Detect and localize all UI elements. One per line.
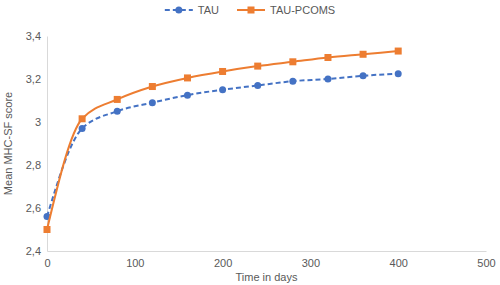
y-tick-label: 3,4 (26, 30, 41, 42)
legend-label: TAU (198, 4, 219, 16)
chart: 0 100 200 300 400 500 2,4 2,6 2,8 3 3,2 3,4 Time in … (0, 0, 500, 285)
legend-marker (248, 7, 255, 14)
series-marker (149, 99, 156, 106)
plot-area (44, 48, 402, 233)
series-marker (395, 70, 402, 77)
series-marker (254, 63, 261, 70)
legend-item: TAU (165, 4, 219, 16)
x-tick: 500 (477, 251, 495, 269)
x-tick: 300 (302, 251, 320, 269)
x-tick-label: 100 (126, 257, 144, 269)
series-line (47, 74, 398, 217)
series-marker (114, 96, 121, 103)
series-marker (254, 82, 261, 89)
y-tick: 3 (35, 116, 47, 128)
y-tick: 2,4 (26, 245, 47, 257)
series-marker (184, 74, 191, 81)
y-tick-label: 2,4 (26, 245, 41, 257)
y-tick: 3,2 (26, 73, 47, 85)
y-tick: 2,8 (26, 159, 47, 171)
y-tick: 2,6 (26, 202, 47, 214)
series-marker (219, 86, 226, 93)
y-tick: 3,4 (26, 30, 47, 42)
series-marker (114, 108, 121, 115)
y-tick-label: 3 (35, 116, 41, 128)
x-axis-line (48, 251, 487, 252)
series-marker (289, 78, 296, 85)
series-marker (324, 76, 331, 83)
y-tick-label: 3,2 (26, 73, 41, 85)
series-marker (219, 68, 226, 75)
x-tick-label: 300 (302, 257, 320, 269)
legend-item: TAU-PCOMS (237, 4, 335, 16)
series-marker (184, 92, 191, 99)
series-marker (149, 83, 156, 90)
x-tick-label: 400 (390, 257, 408, 269)
legend-label: TAU-PCOMS (270, 4, 335, 16)
series-marker (79, 115, 86, 122)
series-line (47, 51, 398, 229)
x-tick: 200 (214, 251, 232, 269)
x-tick-label: 500 (477, 257, 495, 269)
series-marker (79, 125, 86, 132)
legend: TAU TAU-PCOMS (165, 4, 335, 16)
series-marker (324, 54, 331, 61)
x-tick: 100 (126, 251, 144, 269)
legend-marker (175, 7, 182, 14)
x-tick-label: 0 (44, 257, 50, 269)
x-axis: 0 100 200 300 400 500 (44, 251, 495, 269)
y-axis-title: Mean MHC-SF score (2, 92, 14, 195)
x-tick: 400 (390, 251, 408, 269)
y-tick-label: 2,6 (26, 202, 41, 214)
y-axis: 2,4 2,6 2,8 3 3,2 3,4 (26, 30, 48, 257)
series-marker (360, 51, 367, 58)
x-axis-title: Time in days (236, 271, 298, 283)
series-marker (289, 58, 296, 65)
y-tick-label: 2,8 (26, 159, 41, 171)
series-marker (360, 72, 367, 79)
x-tick-label: 200 (214, 257, 232, 269)
x-tick: 0 (44, 251, 50, 269)
series-marker (395, 48, 402, 55)
series-marker (44, 226, 51, 233)
